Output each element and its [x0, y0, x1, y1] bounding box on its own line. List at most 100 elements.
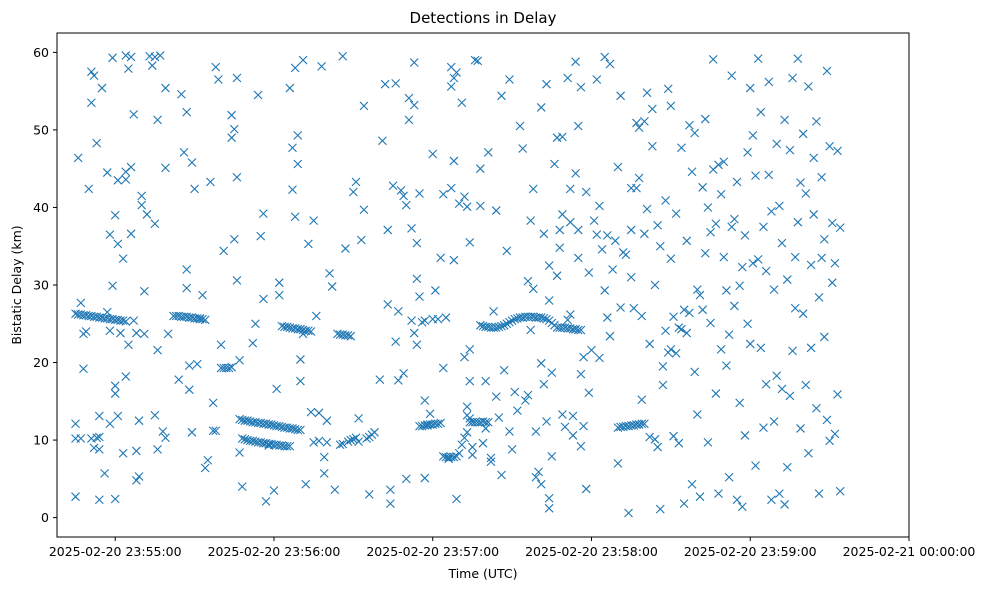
- data-point: [153, 345, 162, 355]
- data-point: [129, 316, 139, 326]
- data-point: [274, 290, 284, 300]
- data-point: [258, 294, 268, 304]
- data-point: [409, 100, 419, 110]
- data-point: [134, 472, 144, 481]
- data-point: [301, 479, 311, 489]
- data-point: [798, 309, 808, 319]
- data-point: [610, 236, 620, 246]
- y-axis-label: Bistatic Delay (km): [9, 225, 24, 344]
- data-point: [677, 324, 686, 334]
- data-point: [732, 177, 742, 187]
- data-point: [415, 189, 424, 198]
- data-point: [282, 322, 292, 332]
- data-point: [322, 416, 332, 426]
- data-point: [613, 458, 623, 468]
- data-point: [769, 417, 779, 426]
- data-point: [600, 286, 610, 295]
- data-point: [319, 452, 329, 462]
- data-point: [412, 238, 422, 248]
- data-point: [404, 115, 414, 125]
- data-point: [121, 372, 131, 381]
- data-point: [494, 413, 504, 422]
- data-point: [436, 418, 446, 428]
- data-point: [835, 223, 845, 233]
- data-point: [645, 432, 655, 442]
- data-point: [126, 52, 136, 62]
- data-point: [227, 362, 237, 372]
- data-point: [592, 230, 602, 239]
- data-point: [658, 362, 668, 371]
- data-point: [420, 473, 430, 483]
- data-point: [830, 429, 840, 439]
- data-point: [774, 201, 784, 211]
- data-point: [486, 457, 496, 467]
- data-point: [827, 278, 837, 288]
- data-point: [235, 448, 244, 457]
- data-point: [351, 433, 361, 443]
- data-point: [740, 230, 750, 240]
- data-point: [155, 51, 165, 60]
- data-point: [634, 173, 644, 183]
- data-point: [92, 138, 102, 148]
- data-point: [571, 168, 580, 178]
- data-point: [483, 148, 493, 157]
- data-point: [94, 411, 104, 421]
- data-point: [632, 183, 641, 193]
- data-point: [290, 212, 300, 222]
- data-point: [600, 52, 610, 62]
- data-point: [642, 204, 652, 214]
- data-point: [812, 117, 821, 126]
- data-point: [232, 275, 242, 285]
- data-point: [76, 434, 86, 443]
- data-point: [507, 444, 517, 454]
- data-point: [465, 344, 475, 354]
- data-point: [182, 283, 192, 293]
- data-point: [110, 381, 120, 391]
- data-point: [364, 489, 374, 499]
- data-point: [296, 376, 305, 386]
- y-tick-label: 10: [33, 433, 49, 448]
- data-point: [393, 375, 403, 385]
- data-point: [449, 156, 459, 166]
- data-point: [573, 121, 583, 131]
- data-point: [131, 328, 141, 338]
- data-point: [161, 433, 170, 443]
- data-point: [108, 281, 117, 291]
- data-point: [716, 189, 726, 199]
- data-point: [579, 421, 588, 431]
- data-point: [661, 196, 670, 205]
- data-point: [433, 314, 443, 324]
- data-point: [655, 504, 665, 514]
- data-point: [274, 278, 284, 288]
- data-point: [608, 265, 618, 274]
- data-point: [375, 375, 385, 384]
- data-point: [732, 495, 742, 505]
- data-point: [383, 225, 393, 235]
- data-point: [87, 98, 96, 108]
- data-point: [804, 82, 813, 91]
- data-point: [298, 55, 308, 65]
- data-point: [703, 203, 713, 212]
- data-point: [653, 220, 663, 230]
- data-point: [788, 73, 797, 83]
- data-point: [428, 149, 438, 159]
- data-point: [576, 441, 586, 451]
- data-point: [674, 438, 684, 448]
- data-point: [743, 319, 752, 329]
- data-point: [756, 107, 766, 117]
- data-point: [497, 470, 506, 480]
- data-point: [759, 222, 768, 232]
- data-point: [97, 83, 107, 93]
- data-point: [243, 416, 252, 426]
- data-point: [798, 129, 808, 139]
- data-point: [491, 392, 501, 402]
- data-point: [417, 317, 427, 327]
- data-point: [666, 254, 676, 264]
- data-point: [452, 68, 461, 77]
- data-point: [714, 160, 723, 170]
- data-point: [536, 313, 546, 322]
- data-point: [237, 434, 247, 443]
- data-point: [505, 427, 514, 436]
- data-point: [314, 408, 324, 418]
